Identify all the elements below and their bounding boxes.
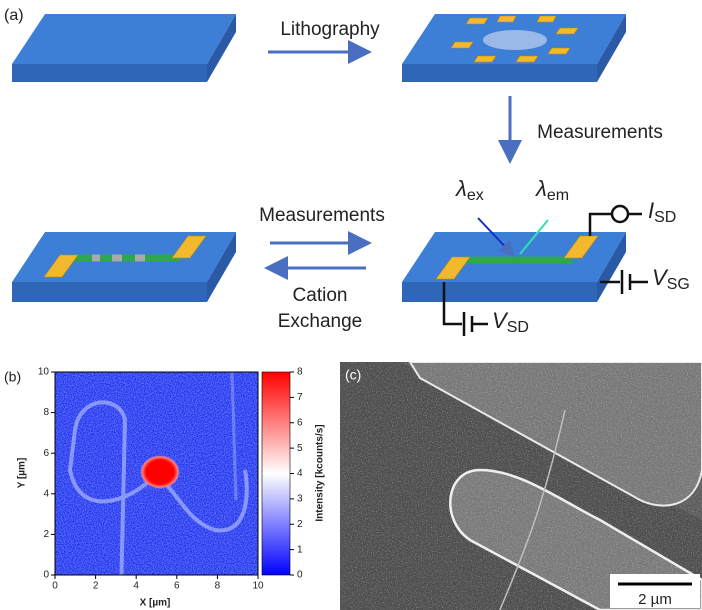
colorbar-tick-label: 3 [297,494,303,505]
symbol-label: λex [455,176,484,204]
figure: (a) Lithography Measurements Measurement… [0,0,702,610]
substrate [12,14,236,82]
x-tick-label: 2 [93,581,99,592]
scale-bar-label: 2 µm [638,591,672,608]
symbol-label: ISD [648,198,676,226]
subscript: SD [507,319,529,336]
colorbar-tick-label: 0 [297,570,303,581]
y-tick-label: 4 [43,488,49,499]
device-cation-exchanged [12,232,236,302]
y-axis-label: Y [µm] [17,458,28,489]
sem-image [340,362,702,610]
x-tick-label: 4 [133,581,139,592]
colorbar [262,372,290,575]
colorbar-tick-label: 5 [297,443,303,454]
device-measurement [402,206,648,336]
symbol: λ [455,176,467,201]
step-label: Exchange [278,311,363,332]
substrate-with-electrodes [402,14,626,82]
x-tick-label: 6 [174,581,180,592]
symbol-label: VSG [652,265,690,293]
step-label: Cation [293,285,348,306]
y-tick-label: 6 [43,448,49,459]
y-tick-label: 8 [43,407,49,418]
step-label: Measurements [537,122,663,143]
x-tick-label: 0 [52,581,58,592]
symbol-label: VSD [492,308,529,336]
colorbar-label: Intensity [kcounts/s] [315,424,326,521]
colorbar-tick-label: 4 [297,468,303,479]
step-label: Lithography [280,19,380,40]
pl-map [55,372,258,610]
x-tick-label: 10 [252,581,264,592]
y-tick-label: 10 [38,367,50,378]
colorbar-tick-label: 1 [297,544,303,555]
y-tick-label: 0 [43,570,49,581]
panel-label: (c) [345,367,361,383]
x-axis-label: X [µm] [140,598,171,609]
panel-label: (a) [4,7,24,24]
colorbar-tick-label: 8 [297,367,303,378]
subscript: ex [467,187,484,204]
y-tick-label: 2 [43,529,49,540]
x-tick-label: 8 [215,581,221,592]
subscript: SG [667,276,690,293]
step-label: Measurements [259,205,385,226]
colorbar-tick-label: 6 [297,417,303,428]
subscript: em [547,187,569,204]
colorbar-tick-label: 7 [297,392,303,403]
subscript: SD [654,209,676,226]
colorbar-tick-label: 2 [297,519,303,530]
symbol-label: λem [535,176,569,204]
panel-label: (b) [4,369,21,385]
symbol: λ [535,176,547,201]
